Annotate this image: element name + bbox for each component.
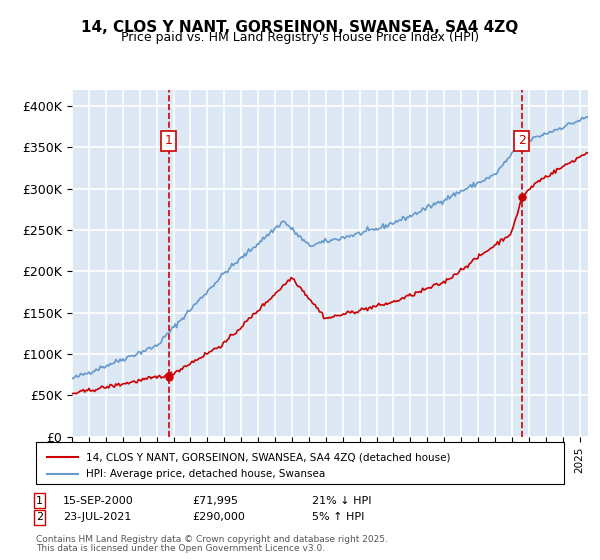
Text: HPI: Average price, detached house, Swansea: HPI: Average price, detached house, Swan… [86,469,325,479]
Text: Contains HM Land Registry data © Crown copyright and database right 2025.: Contains HM Land Registry data © Crown c… [36,535,388,544]
Text: 1: 1 [164,134,173,147]
Text: 2: 2 [36,512,43,522]
Text: 14, CLOS Y NANT, GORSEINON, SWANSEA, SA4 4ZQ (detached house): 14, CLOS Y NANT, GORSEINON, SWANSEA, SA4… [86,452,451,462]
Text: This data is licensed under the Open Government Licence v3.0.: This data is licensed under the Open Gov… [36,544,325,553]
Text: 5% ↑ HPI: 5% ↑ HPI [312,512,364,522]
FancyBboxPatch shape [36,442,564,484]
Text: 23-JUL-2021: 23-JUL-2021 [63,512,131,522]
Text: £290,000: £290,000 [192,512,245,522]
Text: Price paid vs. HM Land Registry's House Price Index (HPI): Price paid vs. HM Land Registry's House … [121,31,479,44]
Text: £71,995: £71,995 [192,496,238,506]
Text: 2: 2 [518,134,526,147]
Text: 1: 1 [36,496,43,506]
Text: 15-SEP-2000: 15-SEP-2000 [63,496,134,506]
Text: 14, CLOS Y NANT, GORSEINON, SWANSEA, SA4 4ZQ: 14, CLOS Y NANT, GORSEINON, SWANSEA, SA4… [82,20,518,35]
Text: 21% ↓ HPI: 21% ↓ HPI [312,496,371,506]
